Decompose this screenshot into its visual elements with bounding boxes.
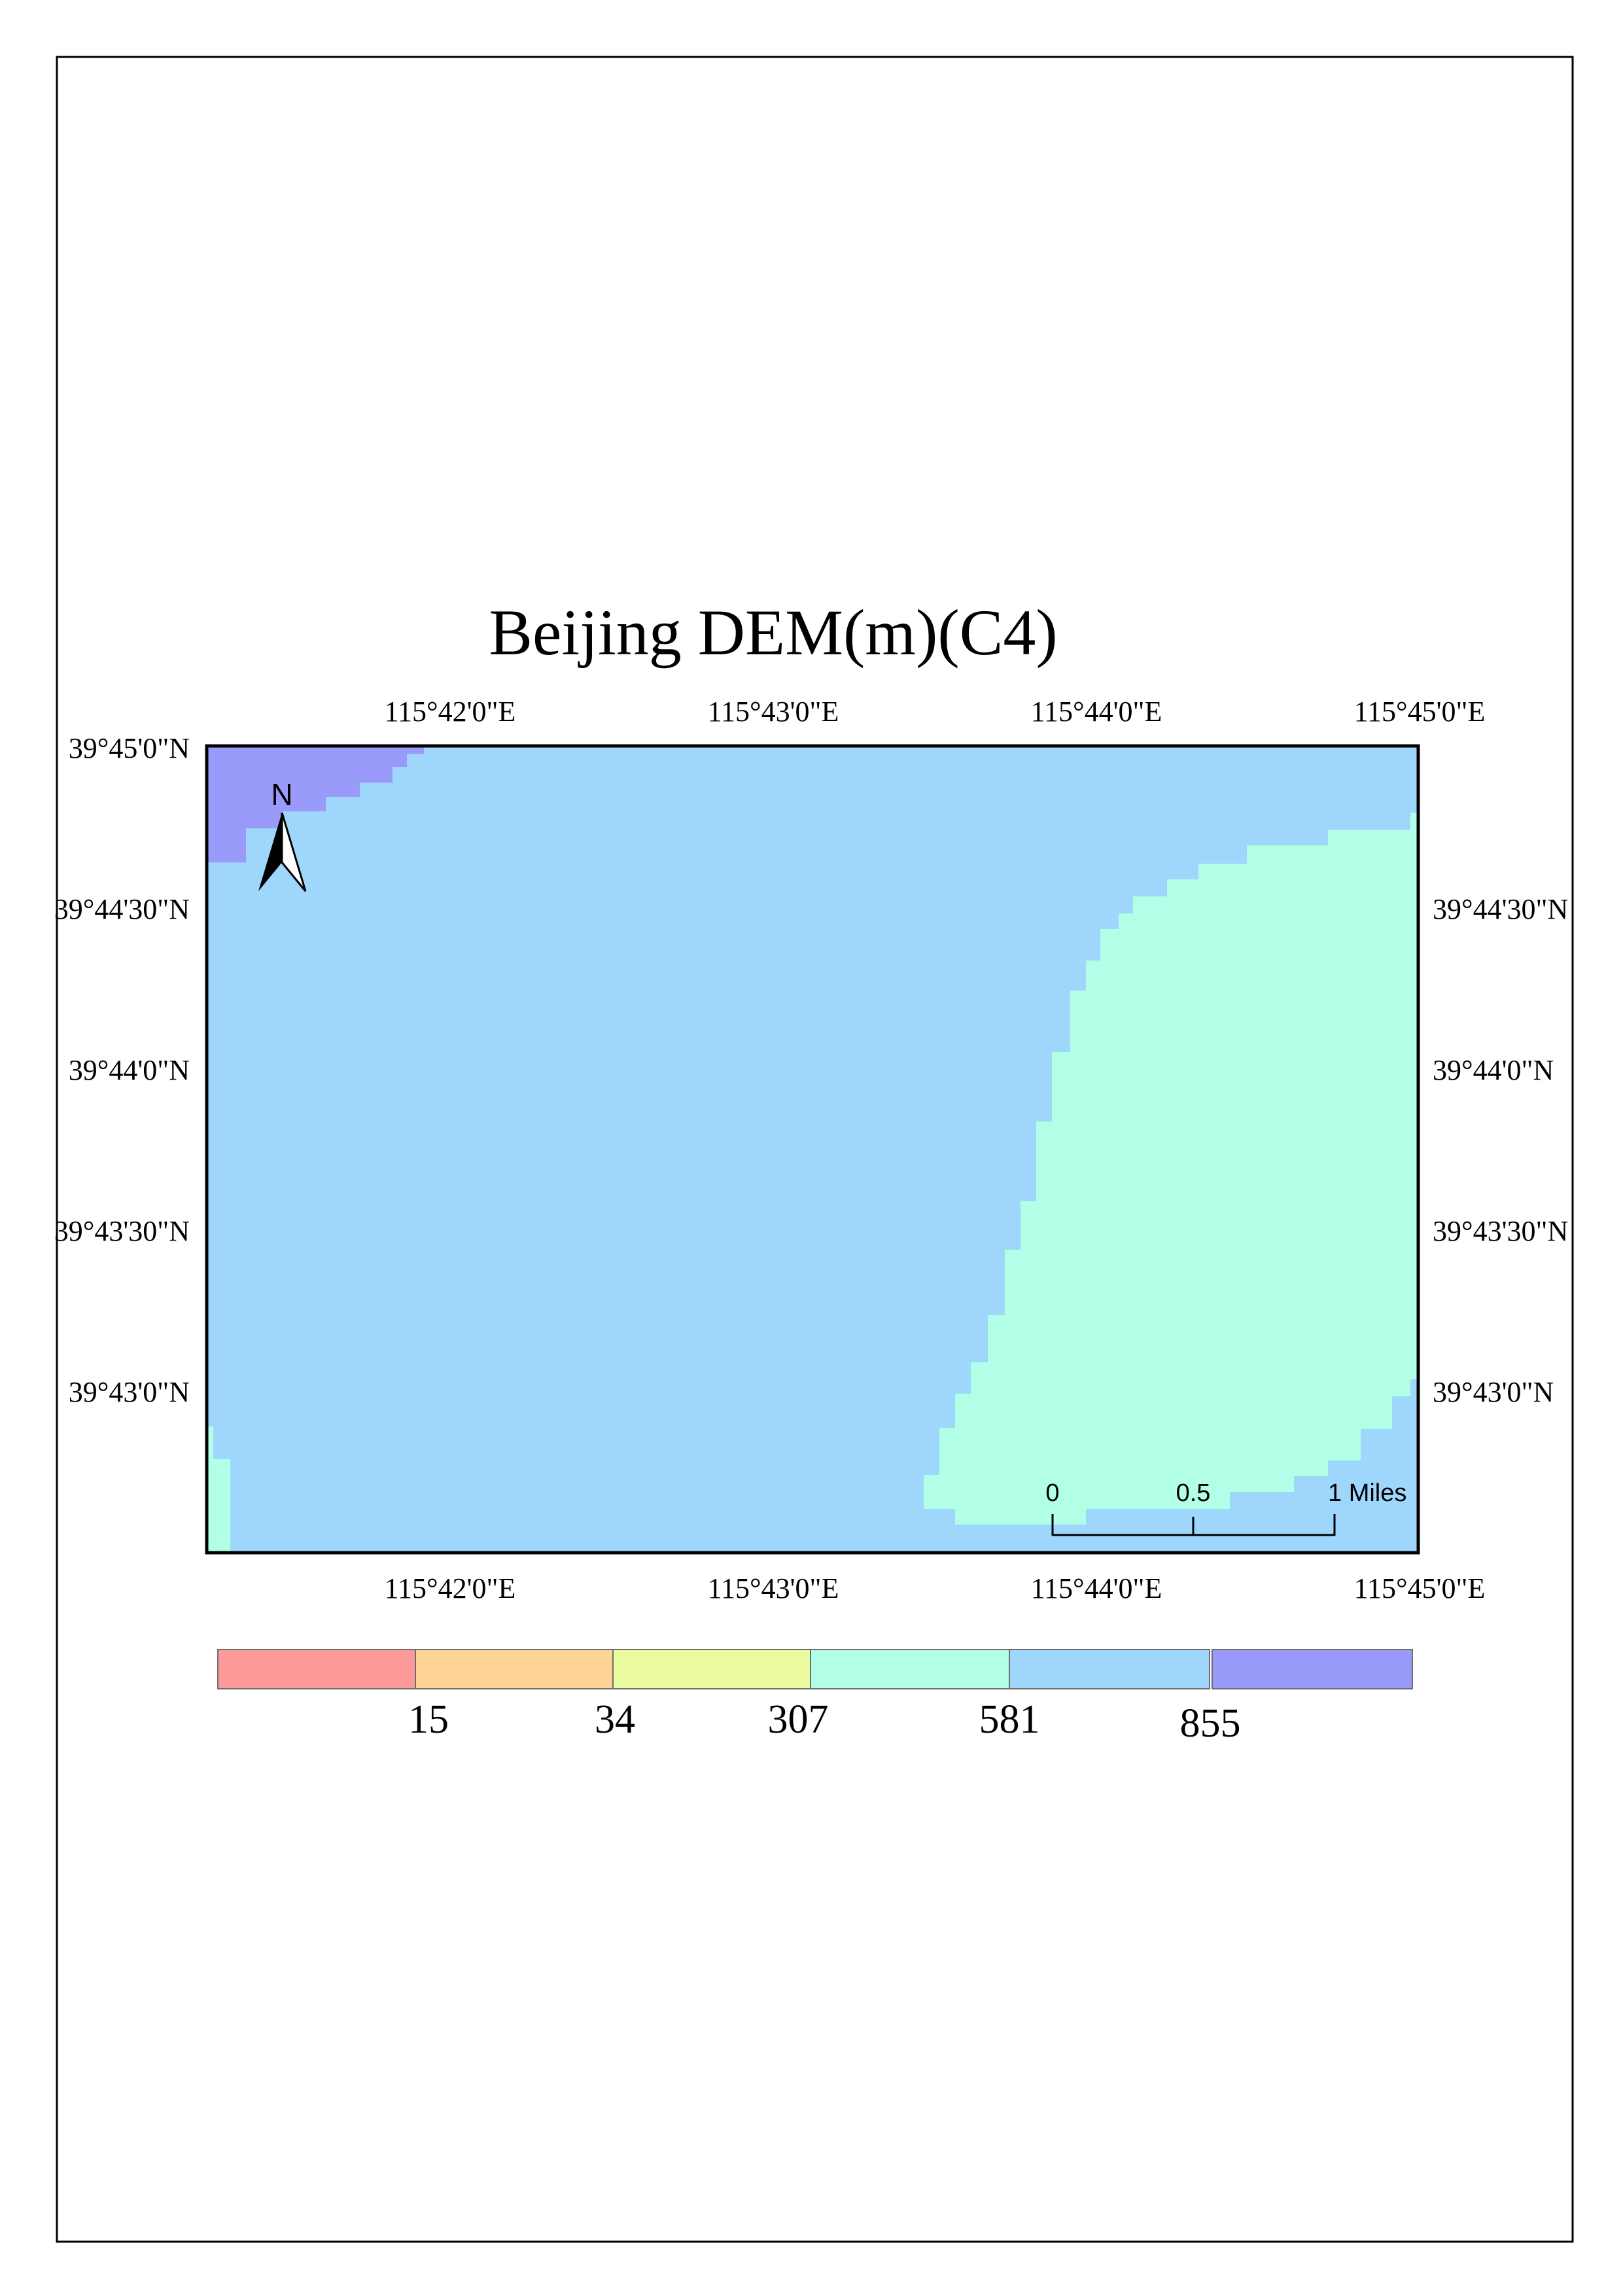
scale-bar-label-0: 0	[1045, 1479, 1059, 1507]
tick-label-top: 115°43'0"E	[708, 696, 839, 728]
north-arrow-right-half	[281, 812, 307, 892]
tick-label-bottom: 115°45'0"E	[1354, 1572, 1486, 1604]
elevation-zone-high	[207, 746, 424, 862]
tick-label-bottom: 115°42'0"E	[385, 1572, 516, 1604]
graticule-top: 115°42'0"E 115°43'0"E 115°44'0"E 115°45'…	[385, 696, 1486, 728]
tick-label-right: 39°43'30"N	[1433, 1215, 1568, 1247]
north-arrow-label: N	[271, 777, 292, 811]
tick-label-top: 115°42'0"E	[385, 696, 516, 728]
legend-swatch-6	[1212, 1649, 1413, 1689]
tick-label-top: 115°45'0"E	[1354, 696, 1486, 728]
map-title: Beijing DEM(m)(C4)	[489, 596, 1057, 669]
tick-label-left: 39°43'30"N	[54, 1215, 190, 1247]
elevation-legend: 15 34 307 581 855	[217, 1649, 1413, 1746]
legend-break-label: 34	[595, 1697, 635, 1742]
graticule-bottom: 115°42'0"E 115°43'0"E 115°44'0"E 115°45'…	[385, 1572, 1486, 1604]
legend-swatch-1	[217, 1649, 416, 1689]
legend-break-label: 581	[979, 1697, 1040, 1742]
graticule-left: 39°45'0"N 39°44'30"N 39°44'0"N 39°43'30"…	[54, 732, 190, 1408]
north-arrow-left-half	[258, 813, 282, 891]
scale-bar: 0 0.5 1 Miles	[1045, 1479, 1406, 1536]
tick-label-right: 39°44'30"N	[1433, 893, 1568, 925]
legend-swatch-3	[612, 1649, 811, 1689]
dem-raster	[205, 744, 1420, 1555]
tick-label-right: 39°44'0"N	[1433, 1054, 1554, 1086]
tick-label-bottom: 115°44'0"E	[1031, 1572, 1162, 1604]
tick-label-left: 39°45'0"N	[69, 732, 190, 764]
elevation-zone-low-edge	[207, 1426, 230, 1553]
tick-label-left: 39°44'0"N	[69, 1054, 190, 1086]
scale-bar-label-end: 1 Miles	[1328, 1479, 1406, 1507]
tick-label-left: 39°44'30"N	[54, 893, 190, 925]
legend-swatch-4	[810, 1649, 1010, 1689]
scale-bar-label-half: 0.5	[1176, 1479, 1211, 1507]
tick-label-bottom: 115°43'0"E	[708, 1572, 839, 1604]
map-frame	[205, 744, 1420, 1555]
tick-label-right: 39°43'0"N	[1433, 1376, 1554, 1408]
tick-label-left: 39°43'0"N	[69, 1376, 190, 1408]
legend-break-label: 15	[408, 1697, 449, 1742]
elevation-zone-low	[924, 813, 1418, 1525]
legend-swatch-5	[1009, 1649, 1210, 1689]
legend-break-label: 307	[768, 1697, 829, 1742]
north-arrow-icon: N	[258, 777, 307, 892]
tick-label-top: 115°44'0"E	[1031, 696, 1162, 728]
legend-swatch-2	[415, 1649, 614, 1689]
legend-break-label: 855	[1180, 1701, 1241, 1746]
graticule-right: 39°44'30"N 39°44'0"N 39°43'30"N 39°43'0"…	[1433, 893, 1568, 1408]
